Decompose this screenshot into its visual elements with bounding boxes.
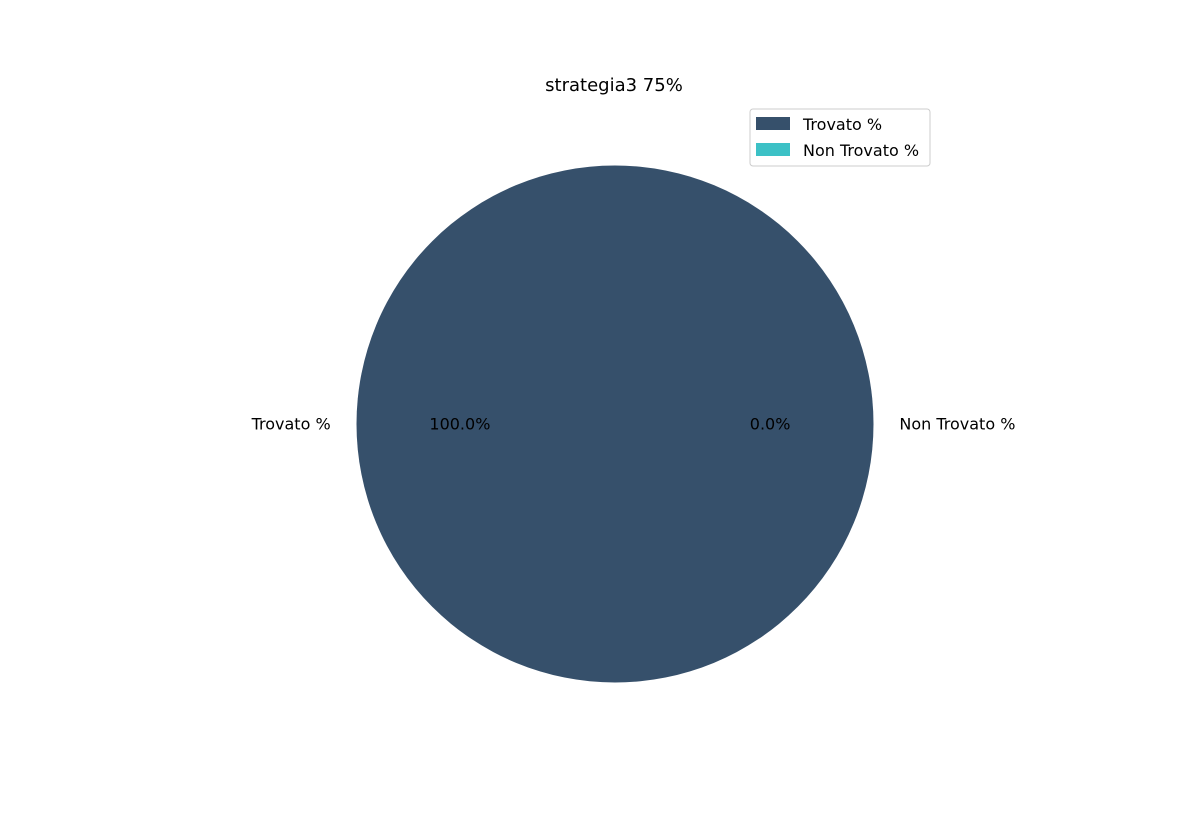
legend-swatch-non-trovato	[756, 143, 790, 156]
legend-label-non-trovato: Non Trovato %	[803, 141, 919, 160]
legend: Trovato % Non Trovato %	[749, 108, 931, 167]
legend-frame	[749, 108, 931, 167]
slice-label-trovato: Trovato %	[251, 415, 331, 434]
slice-pct-trovato: 100.0%	[429, 415, 490, 434]
pie-labels: Trovato % 100.0% Non Trovato % 0.0%	[251, 415, 1016, 434]
legend-label-trovato: Trovato %	[802, 115, 882, 134]
chart-title: strategia3 75%	[545, 75, 683, 96]
slice-pct-non-trovato: 0.0%	[750, 415, 791, 434]
slice-label-non-trovato: Non Trovato %	[899, 415, 1015, 434]
pie-slices	[356, 165, 874, 683]
pie-slice-trovato	[356, 165, 874, 683]
legend-swatch-trovato	[756, 117, 790, 130]
